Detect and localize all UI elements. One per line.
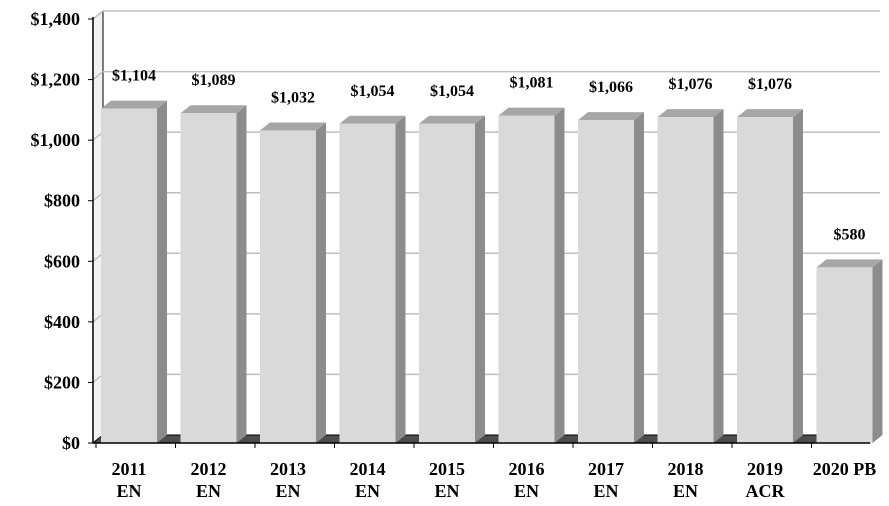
x-tick-label: 2017 bbox=[588, 459, 624, 479]
bar bbox=[657, 109, 724, 443]
bar-top bbox=[101, 100, 167, 109]
x-tick-label: 2018 bbox=[668, 459, 704, 479]
bar-front bbox=[101, 108, 157, 443]
bar bbox=[180, 105, 247, 443]
y-tick-label: $400 bbox=[44, 312, 80, 332]
bar-front bbox=[339, 123, 396, 443]
bar bbox=[498, 107, 565, 444]
bar-side bbox=[634, 112, 644, 443]
bar bbox=[260, 122, 326, 444]
bar-top bbox=[498, 107, 565, 116]
bar-front bbox=[578, 120, 634, 443]
bar-top bbox=[339, 115, 406, 124]
x-tick-label: EN bbox=[593, 481, 618, 501]
data-label: $1,104 bbox=[112, 68, 156, 85]
bar-front bbox=[816, 267, 873, 443]
x-tick-label: 2019 bbox=[747, 459, 783, 479]
bar-top bbox=[737, 109, 803, 118]
bar-top bbox=[180, 105, 247, 114]
x-tick-label: 2015 bbox=[429, 459, 465, 479]
y-tick-label: $1,200 bbox=[31, 70, 81, 90]
y-tick-label: $800 bbox=[44, 191, 80, 211]
x-tick-label: 2012 bbox=[191, 459, 227, 479]
bar-top bbox=[260, 122, 326, 131]
x-tick-label: 2020 PB bbox=[813, 459, 877, 479]
y-tick-label: $0 bbox=[62, 433, 80, 453]
y-tick-label: $200 bbox=[44, 372, 80, 392]
bar bbox=[339, 115, 406, 443]
bar-side bbox=[872, 259, 883, 443]
data-label: $1,066 bbox=[589, 79, 633, 96]
bar bbox=[816, 259, 883, 443]
bar-front bbox=[737, 117, 793, 443]
bar bbox=[101, 100, 167, 443]
data-label: $1,076 bbox=[669, 76, 713, 93]
gridline-diag bbox=[92, 10, 104, 20]
x-tick-label: EN bbox=[116, 481, 141, 501]
bar bbox=[737, 109, 803, 443]
y-tick-label: $1,400 bbox=[31, 9, 81, 29]
bar-side bbox=[236, 105, 247, 443]
data-label: $1,081 bbox=[510, 75, 554, 92]
data-label: $1,089 bbox=[192, 72, 236, 89]
bar-front bbox=[657, 117, 714, 443]
y-tick-label: $1,000 bbox=[31, 130, 81, 150]
bar-side bbox=[157, 100, 167, 443]
bar-side bbox=[316, 122, 326, 444]
x-tick-label: 2011 bbox=[111, 459, 146, 479]
x-tick-label: EN bbox=[196, 481, 221, 501]
data-label: $1,032 bbox=[271, 89, 315, 106]
y-axis-tick-labels: $0 $200 $400 $600 $800 $1,000 $1,200 $1,400 bbox=[31, 9, 81, 453]
bar bbox=[578, 112, 644, 443]
gridline-diag bbox=[92, 70, 104, 81]
bar-side bbox=[475, 115, 485, 443]
bar-front bbox=[498, 115, 555, 444]
bar-side bbox=[554, 107, 565, 444]
bar-side bbox=[395, 115, 406, 443]
bar-top bbox=[419, 115, 485, 124]
bar-top bbox=[816, 259, 883, 268]
bar bbox=[419, 115, 485, 443]
bars bbox=[101, 100, 883, 444]
x-tick-label: EN bbox=[275, 481, 300, 501]
bar-top bbox=[657, 109, 724, 118]
bar-side bbox=[713, 109, 724, 443]
x-tick-label: EN bbox=[673, 481, 698, 501]
data-label: $1,054 bbox=[351, 83, 395, 100]
x-tick-label: 2014 bbox=[350, 459, 386, 479]
data-label: $580 bbox=[834, 226, 866, 243]
bar-top bbox=[578, 112, 644, 121]
bar-front bbox=[260, 130, 316, 444]
data-label: $1,076 bbox=[748, 76, 792, 93]
x-tick-label: 2013 bbox=[270, 459, 306, 479]
y-tick-label: $600 bbox=[44, 251, 80, 271]
x-tick-label: ACR bbox=[746, 481, 786, 501]
bar-side bbox=[793, 109, 803, 443]
x-tick-label: EN bbox=[355, 481, 380, 501]
x-axis-category-labels: 2011EN2012EN2013EN2014EN2015EN2016EN2017… bbox=[111, 459, 876, 501]
data-label: $1,054 bbox=[430, 83, 474, 100]
x-tick-label: EN bbox=[514, 481, 539, 501]
axes bbox=[92, 17, 870, 448]
x-tick-label: 2016 bbox=[509, 459, 545, 479]
data-labels: $1,104 $1,089 $1,032 $1,054 $1,054 $1,081 $1,0… bbox=[112, 68, 866, 244]
bar-front bbox=[419, 123, 475, 443]
bar-front bbox=[180, 113, 237, 443]
x-tick-label: EN bbox=[434, 481, 459, 501]
